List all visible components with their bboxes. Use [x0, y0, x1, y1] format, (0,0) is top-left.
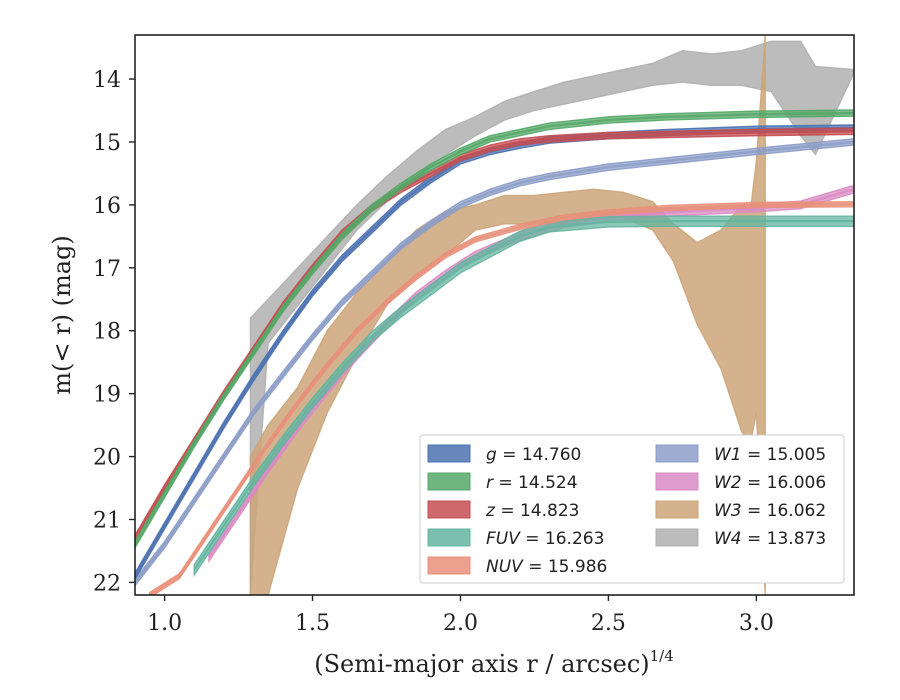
- legend-band-value: = 15.005: [742, 445, 827, 465]
- series-line-fuv: [193, 220, 854, 571]
- y-axis: 14 15 16 17 18 19 20 21 22: [93, 68, 135, 596]
- legend-label-w2: W2 = 16.006: [714, 473, 826, 493]
- series-line-w1: [135, 140, 854, 584]
- y-tick-label: 17: [93, 257, 121, 282]
- legend-band-name: z: [485, 501, 496, 521]
- legend-swatch-fuv: [427, 528, 471, 547]
- legend-band-value: = 16.006: [742, 473, 827, 493]
- x-tick-label: 1.5: [295, 611, 330, 636]
- series-line-nuv: [149, 203, 854, 595]
- legend-label-w4: W4 = 13.873: [714, 529, 826, 549]
- legend-frame: [419, 434, 845, 584]
- legend-band-name: W2: [714, 473, 742, 493]
- x-axis-label-main: (Semi-major axis r / arcsec): [314, 650, 649, 678]
- legend-label-w3: W3 = 16.062: [714, 501, 826, 521]
- x-tick-label: 3.0: [739, 611, 774, 636]
- x-axis: 1.0 1.5 2.0 2.5 3.0: [147, 595, 774, 636]
- legend-band-name: W4: [714, 529, 742, 549]
- legend-swatch-nuv: [427, 556, 471, 575]
- y-tick-label: 20: [93, 446, 121, 471]
- series-band-r: [135, 109, 854, 550]
- legend-swatch-w3: [655, 500, 699, 519]
- legend-band-value: = 15.986: [523, 557, 608, 577]
- x-tick-label: 2.0: [443, 611, 478, 636]
- legend-band-name: NUV: [486, 557, 524, 577]
- legend-band-value: = 16.062: [742, 501, 827, 521]
- y-tick-label: 21: [93, 508, 121, 533]
- legend-band-value: = 14.823: [495, 501, 580, 521]
- series-line-r: [135, 111, 854, 546]
- legend-swatch-w2: [655, 472, 699, 491]
- y-tick-label: 18: [93, 320, 121, 345]
- plot-area: [135, 35, 854, 595]
- legend-swatch-g: [427, 444, 471, 463]
- series-band-g: [135, 124, 854, 581]
- legend-label-g: g = 14.760: [486, 445, 581, 465]
- legend-swatch-z: [427, 500, 471, 519]
- y-tick-label: 22: [93, 571, 121, 596]
- y-tick-label: 14: [93, 68, 121, 93]
- legend-swatch-r: [427, 472, 471, 491]
- plot-frame: [134, 34, 855, 596]
- legend-band-name: W3: [714, 501, 742, 521]
- legend-band-name: g: [486, 445, 497, 465]
- legend-band-value: = 14.760: [497, 445, 582, 465]
- legend-label-fuv: FUV = 16.263: [486, 529, 604, 549]
- y-tick-label: 19: [93, 383, 121, 408]
- x-tick-label: 2.5: [591, 611, 626, 636]
- legend-band-value: = 14.524: [493, 473, 578, 493]
- x-tick-label: 1.0: [147, 611, 182, 636]
- x-axis-label-exponent: 1/4: [650, 647, 674, 665]
- series-band-fuv: [193, 215, 854, 578]
- legend-label-z: z = 14.823: [485, 501, 579, 521]
- legend-band-value: = 13.873: [742, 529, 827, 549]
- legend-band-name: r: [486, 473, 494, 493]
- y-tick-label: 16: [93, 194, 121, 219]
- legend-swatch-w1: [655, 444, 699, 463]
- y-tick-label: 15: [93, 131, 121, 156]
- legend-label-r: r = 14.524: [486, 473, 578, 493]
- legend-label-w1: W1 = 15.005: [714, 445, 826, 465]
- x-axis-label: (Semi-major axis r / arcsec)1/4: [314, 647, 674, 678]
- legend-band-value: = 16.263: [520, 529, 605, 549]
- series-band-nuv: [149, 200, 854, 595]
- y-axis-label: m(< r) (mag): [48, 235, 76, 394]
- legend-band-name: FUV: [486, 529, 521, 549]
- legend-label-nuv: NUV = 15.986: [486, 557, 607, 577]
- legend-swatch-w4: [655, 528, 699, 547]
- legend-band-name: W1: [714, 445, 742, 465]
- series-band-w1: [135, 138, 854, 587]
